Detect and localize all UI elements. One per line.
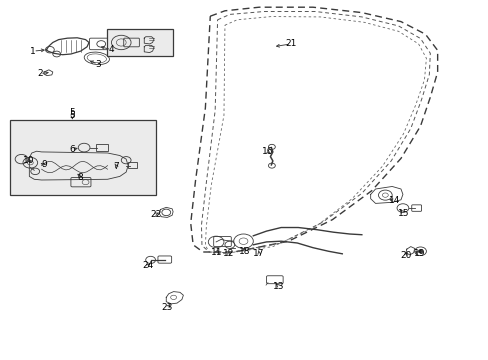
Circle shape <box>417 249 422 253</box>
Text: 3: 3 <box>95 60 101 69</box>
Text: 2: 2 <box>37 69 43 78</box>
Text: 5: 5 <box>69 111 75 120</box>
Text: 12: 12 <box>223 249 234 258</box>
Text: 6: 6 <box>69 145 75 154</box>
Text: 13: 13 <box>272 282 284 291</box>
Text: 23: 23 <box>161 303 173 312</box>
Text: 11: 11 <box>210 248 222 257</box>
Text: 16: 16 <box>262 148 273 157</box>
Text: 14: 14 <box>388 197 400 205</box>
Text: 19: 19 <box>413 249 425 258</box>
Text: 10: 10 <box>22 156 34 165</box>
Text: 21: 21 <box>285 40 296 49</box>
Text: 4: 4 <box>108 45 114 54</box>
Text: 20: 20 <box>399 251 411 260</box>
FancyBboxPatch shape <box>10 120 156 195</box>
Text: 8: 8 <box>78 173 83 182</box>
Text: 22: 22 <box>149 210 161 219</box>
Text: 9: 9 <box>41 161 47 170</box>
Text: 17: 17 <box>253 249 264 258</box>
Text: 24: 24 <box>142 261 153 270</box>
FancyBboxPatch shape <box>106 29 172 56</box>
Text: 1: 1 <box>30 47 36 56</box>
Text: 15: 15 <box>397 209 408 217</box>
Text: 5: 5 <box>69 108 75 117</box>
Text: 18: 18 <box>238 248 250 256</box>
Text: 7: 7 <box>113 162 119 171</box>
